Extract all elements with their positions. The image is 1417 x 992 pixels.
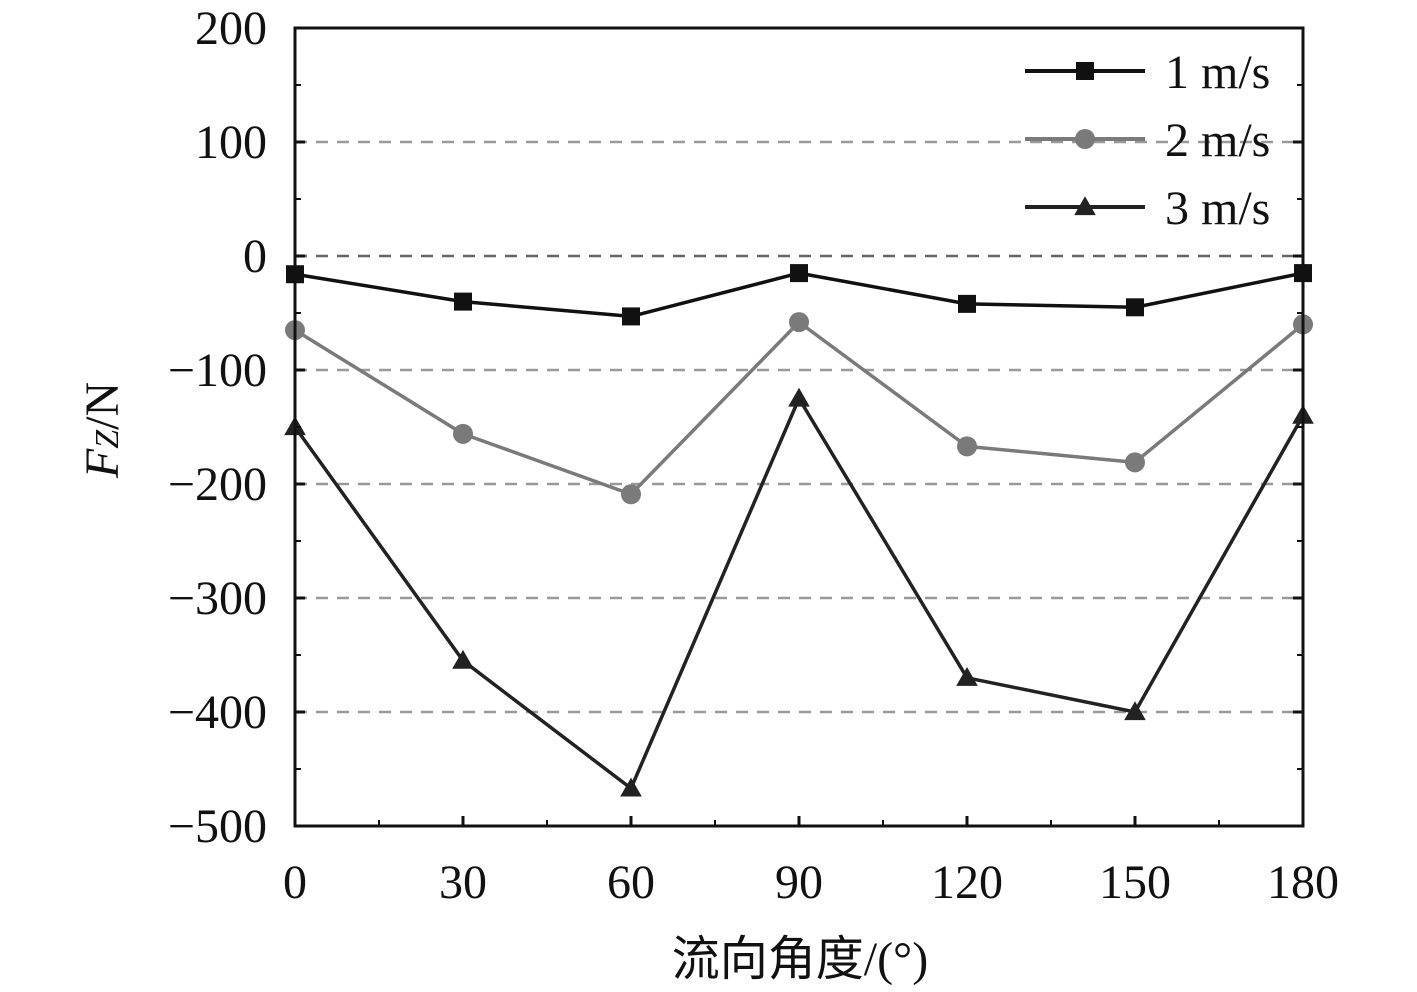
data-point xyxy=(788,387,810,407)
y-axis-title-unit: /N xyxy=(76,382,129,430)
data-point xyxy=(621,484,641,505)
x-tick-label: 120 xyxy=(931,856,1003,909)
y-tick-label: −200 xyxy=(168,458,267,511)
legend-label: 2 m/s xyxy=(1165,114,1270,167)
x-axis-title: 流向角度/(°) xyxy=(672,933,929,986)
y-tick-label: −300 xyxy=(168,572,267,625)
series-layer xyxy=(284,264,1314,797)
data-point xyxy=(958,294,976,313)
data-point xyxy=(622,307,640,326)
data-point xyxy=(790,264,808,283)
plot-frame xyxy=(293,26,1305,828)
series-line xyxy=(294,320,1305,497)
legend-label: 1 m/s xyxy=(1165,46,1270,99)
legend: 1 m/s 2 m/s 3 m/s xyxy=(1025,46,1270,235)
x-tick-label: 60 xyxy=(607,856,655,909)
y-tick-label: 200 xyxy=(195,2,267,55)
series-1 xyxy=(286,264,1312,326)
data-point xyxy=(452,649,474,669)
legend-label: 3 m/s xyxy=(1165,182,1270,235)
series-2 xyxy=(285,312,1313,505)
x-tick-label: 0 xyxy=(283,856,307,909)
data-point xyxy=(956,667,978,686)
legend-item: 2 m/s xyxy=(1025,114,1270,167)
data-point xyxy=(453,423,473,444)
y-tick-label: 100 xyxy=(195,116,267,169)
grid-lines xyxy=(295,140,1303,714)
data-point xyxy=(1124,701,1146,721)
series-line xyxy=(293,396,1305,791)
data-point xyxy=(454,292,472,311)
x-tick-label: 30 xyxy=(439,856,487,909)
y-axis-title-main: F xyxy=(76,448,129,479)
x-tick-label: 90 xyxy=(775,856,823,909)
y-tick-label: −500 xyxy=(168,800,267,853)
data-point xyxy=(1125,452,1145,473)
y-axis-title-sub: Z xyxy=(89,429,126,449)
y-tick-label: −400 xyxy=(168,686,267,739)
x-tick-label: 180 xyxy=(1267,856,1339,909)
data-point xyxy=(789,312,809,333)
legend-marker xyxy=(1074,196,1096,216)
series-3 xyxy=(284,387,1314,797)
y-tick-label: 0 xyxy=(243,230,267,283)
y-tick-label: −100 xyxy=(168,344,267,397)
y-axis-title: FZ/N xyxy=(76,382,129,479)
data-point xyxy=(957,436,977,457)
legend-item: 1 m/s xyxy=(1025,46,1270,99)
x-tick-label: 150 xyxy=(1099,856,1171,909)
legend-item: 3 m/s xyxy=(1025,182,1270,235)
data-point xyxy=(1126,298,1144,317)
legend-marker xyxy=(1076,62,1094,80)
axis-ticks: 200 100 0 −100 −200 −300 −400 −500 0 30 60 90 120 150… xyxy=(168,2,1339,909)
data-point xyxy=(620,777,642,797)
legend-marker xyxy=(1075,129,1095,149)
